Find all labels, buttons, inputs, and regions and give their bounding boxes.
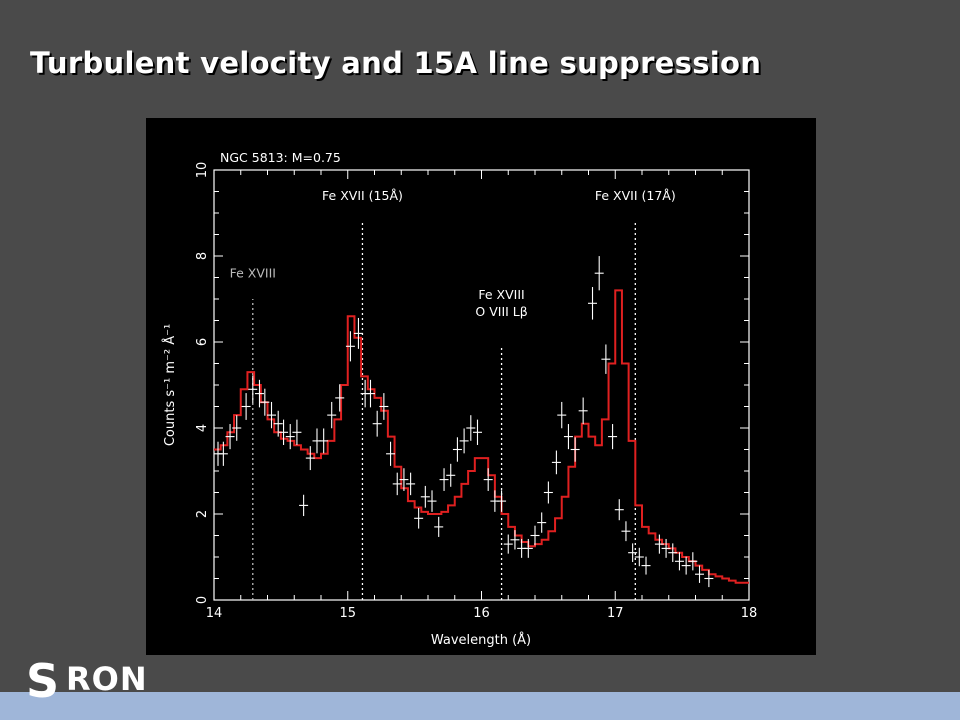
data-point bbox=[406, 472, 416, 496]
data-point bbox=[530, 525, 540, 546]
data-point bbox=[459, 428, 469, 454]
y-tick-label: 4 bbox=[195, 424, 210, 432]
data-point bbox=[392, 472, 402, 496]
data-point bbox=[446, 463, 456, 487]
data-point bbox=[305, 446, 315, 471]
x-tick-label: 17 bbox=[607, 606, 624, 621]
data-point bbox=[225, 424, 235, 450]
data-point bbox=[588, 287, 598, 320]
data-point bbox=[570, 437, 580, 462]
data-point bbox=[472, 419, 482, 445]
data-point bbox=[601, 344, 611, 374]
data-point bbox=[688, 552, 698, 571]
logo-rest: RON bbox=[66, 660, 148, 698]
axis-ticks: 14 15 16 17 18 0 2 4 6 8 10 bbox=[195, 162, 757, 621]
x-tick-label: 14 bbox=[206, 606, 223, 621]
data-point bbox=[254, 379, 264, 408]
data-point bbox=[594, 256, 604, 291]
data-point bbox=[241, 393, 251, 420]
data-point bbox=[319, 428, 329, 454]
data-point bbox=[497, 490, 507, 512]
data-point bbox=[674, 552, 684, 571]
slide-title: Turbulent velocity and 15A line suppress… bbox=[30, 46, 762, 80]
data-point bbox=[365, 379, 375, 408]
data-point bbox=[557, 401, 567, 429]
plot-axes-box bbox=[213, 169, 750, 601]
data-point bbox=[628, 543, 638, 563]
data-point bbox=[608, 424, 618, 450]
data-point bbox=[372, 410, 382, 437]
data-point bbox=[537, 512, 547, 533]
data-point bbox=[353, 317, 363, 349]
data-point bbox=[563, 424, 573, 450]
data-point bbox=[578, 397, 588, 425]
y-tick-label: 10 bbox=[195, 162, 210, 179]
data-point bbox=[614, 499, 624, 521]
data-point bbox=[285, 424, 295, 450]
annotation-label: Fe XVII (15Å) bbox=[322, 188, 403, 203]
data-point bbox=[248, 375, 258, 404]
annotation-label: Fe XVIII bbox=[230, 266, 276, 281]
line-annotations: Fe XVIII Fe XVII (15Å) Fe XVIII O VIII Lβ Fe… bbox=[230, 188, 676, 600]
data-point bbox=[466, 415, 476, 441]
spectrum-plot: Fe XVIII Fe XVII (15Å) Fe XVIII O VIII Lβ Fe… bbox=[146, 118, 816, 655]
data-point bbox=[434, 516, 444, 537]
data-point bbox=[427, 490, 437, 512]
data-series bbox=[213, 256, 714, 588]
data-point bbox=[621, 521, 631, 542]
data-point bbox=[523, 538, 533, 558]
model-series bbox=[214, 289, 749, 584]
y-tick-label: 2 bbox=[195, 510, 210, 518]
data-point bbox=[386, 441, 396, 466]
data-point bbox=[414, 508, 424, 529]
data-point bbox=[260, 388, 270, 416]
y-tick-label: 8 bbox=[195, 252, 210, 260]
logo-initial: S bbox=[26, 654, 60, 708]
data-point bbox=[273, 410, 283, 437]
data-point bbox=[681, 556, 691, 575]
data-point bbox=[420, 485, 430, 508]
data-point bbox=[551, 450, 561, 475]
model-step-line bbox=[214, 289, 749, 584]
data-point bbox=[439, 468, 449, 491]
data-point bbox=[335, 384, 345, 412]
data-point bbox=[704, 569, 714, 588]
annotation-label: Fe XVIII bbox=[478, 287, 524, 302]
data-point bbox=[218, 441, 228, 466]
data-point bbox=[510, 530, 520, 550]
data-point bbox=[232, 415, 242, 441]
data-point bbox=[661, 538, 671, 558]
annotation-label: Fe XVII (17Å) bbox=[595, 188, 676, 203]
annotation-label: O VIII Lβ bbox=[475, 304, 527, 319]
x-tick-label: 18 bbox=[741, 606, 758, 621]
data-point bbox=[668, 543, 678, 563]
data-point bbox=[279, 419, 289, 445]
data-point bbox=[654, 534, 664, 554]
y-tick-label: 6 bbox=[195, 338, 210, 346]
chart-title: NGC 5813: M=0.75 bbox=[220, 150, 341, 165]
data-point bbox=[543, 481, 553, 504]
x-axis-label: Wavelength (Å) bbox=[431, 632, 531, 648]
data-point bbox=[292, 419, 302, 445]
data-point bbox=[634, 547, 644, 567]
data-point bbox=[379, 393, 389, 420]
data-point bbox=[267, 401, 277, 429]
data-point bbox=[503, 534, 513, 554]
data-point bbox=[299, 494, 309, 517]
data-point bbox=[399, 468, 409, 491]
y-tick-label: 0 bbox=[195, 596, 210, 604]
y-axis-label: Counts s⁻¹ m⁻² Å⁻¹ bbox=[162, 324, 178, 446]
x-tick-label: 16 bbox=[473, 606, 490, 621]
data-point bbox=[452, 437, 462, 462]
data-point bbox=[695, 565, 705, 583]
x-tick-label: 15 bbox=[339, 606, 356, 621]
data-point bbox=[641, 556, 651, 575]
footer-bar bbox=[0, 692, 960, 720]
data-point bbox=[345, 331, 355, 362]
spectrum-chart-svg: Fe XVIII Fe XVII (15Å) Fe XVIII O VIII Lβ Fe… bbox=[162, 150, 757, 648]
data-point bbox=[327, 401, 337, 429]
data-point bbox=[483, 468, 493, 491]
